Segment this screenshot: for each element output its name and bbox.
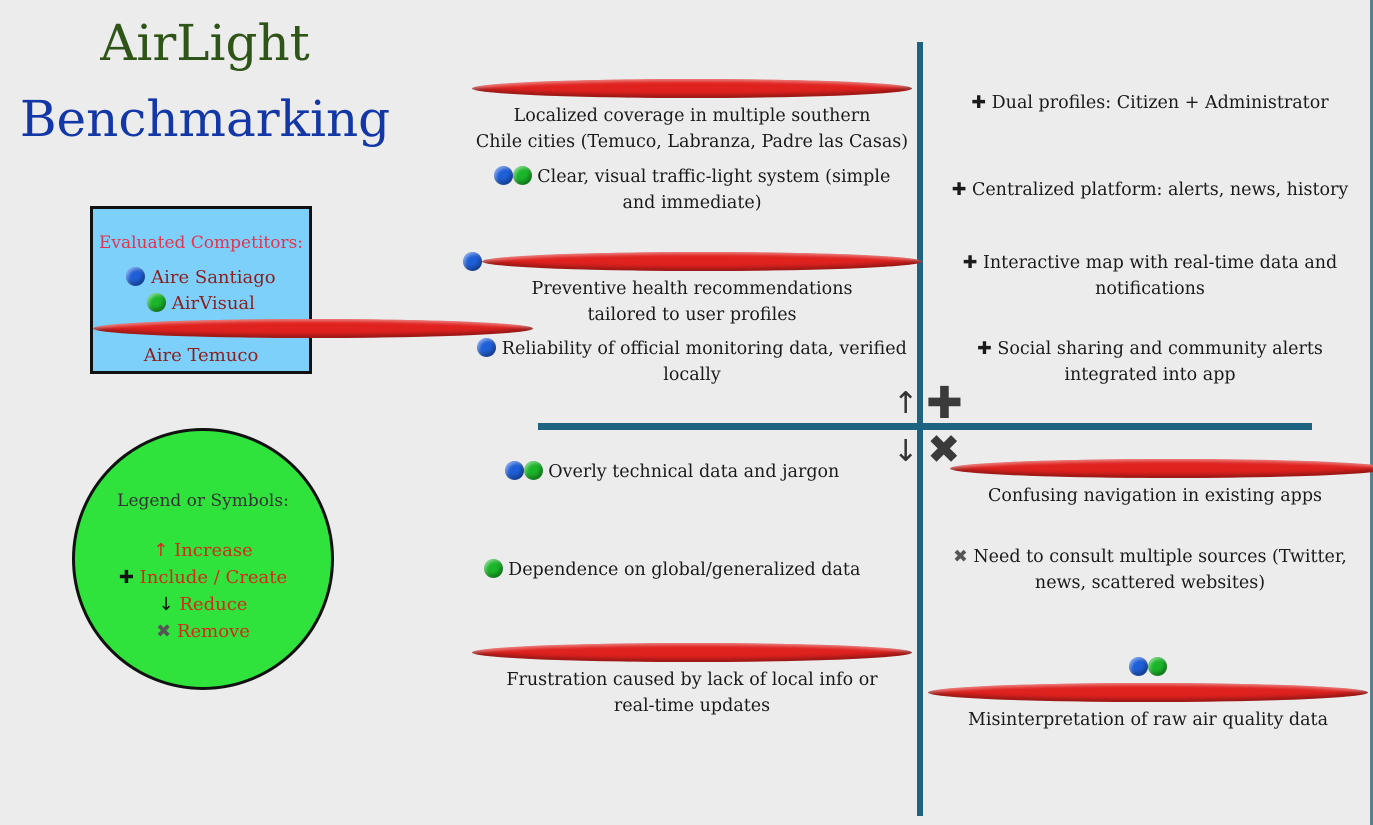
raise-item-localized-coverage: Localized coverage in multiple southern … — [462, 77, 922, 155]
red-dot-icon — [481, 252, 922, 271]
blue-dot-icon — [477, 338, 497, 357]
legend-circle: Legend or Symbols: ↑ Increase ✚ Include … — [72, 428, 334, 690]
plus-icon: ✚ — [118, 567, 134, 588]
competitor-airvisual: AirVisual — [93, 291, 309, 317]
plus-icon: ✚ — [962, 253, 978, 273]
plus-icon: ✚ — [971, 93, 987, 113]
raise-item-reliability: Reliability of official monitoring data,… — [462, 336, 922, 388]
eliminate-item-multiple-sources: ✖ Need to consult multiple sources (Twit… — [953, 547, 1347, 593]
green-dot-icon — [483, 559, 503, 578]
reduce-item-frustration: Frustration caused by lack of local info… — [462, 641, 922, 719]
competitors-box: Evaluated Competitors: Aire Santiago Air… — [90, 206, 533, 374]
create-item-interactive-map: ✚ Interactive map with real-time data an… — [962, 253, 1338, 299]
legend-include: ✚ Include / Create — [118, 567, 288, 588]
legend-reduce: ↓ Reduce — [158, 594, 248, 615]
blue-dot-icon — [504, 461, 524, 480]
arrow-up-icon: ↑ — [153, 540, 169, 561]
reduce-item-global-data: Dependence on global/generalized data — [462, 557, 882, 583]
right-border — [1370, 0, 1373, 825]
plus-icon: ✚ — [977, 339, 992, 359]
competitor-aire-santiago: Aire Santiago — [93, 265, 309, 291]
arrow-up-icon: ↑ — [893, 386, 919, 421]
green-dot-icon — [512, 166, 532, 185]
eliminate-item-navigation: Confusing navigation in existing apps — [950, 457, 1373, 509]
plus-icon: ✚ — [951, 180, 967, 200]
blue-dot-icon — [126, 267, 146, 286]
legend-remove: ✖ Remove — [156, 621, 250, 642]
title-airlight: AirLight — [100, 14, 310, 72]
blue-dot-icon — [462, 252, 482, 271]
cross-icon: ✖ — [156, 621, 172, 642]
blue-dot-icon — [493, 166, 513, 185]
eliminate-item-misinterpretation: Misinterpretation of raw air quality dat… — [926, 655, 1370, 733]
arrow-down-icon: ↓ — [893, 434, 919, 469]
create-item-dual-profiles: ✚ Dual profiles: Citizen + Administrator — [971, 93, 1329, 113]
blue-dot-icon — [1129, 657, 1148, 676]
red-dot-icon — [93, 319, 533, 338]
red-dot-icon — [472, 79, 912, 98]
red-dot-icon — [950, 459, 1373, 478]
cross-icon: ✖ — [953, 547, 968, 567]
green-dot-icon — [147, 293, 167, 312]
reduce-item-technical-data: Overly technical data and jargon — [462, 459, 882, 485]
red-dot-icon — [928, 683, 1368, 702]
raise-item-traffic-light: Clear, visual traffic-light system (simp… — [462, 164, 922, 216]
create-item-social-sharing: ✚ Social sharing and community alerts in… — [977, 339, 1323, 385]
plus-icon: ✚ — [926, 378, 963, 429]
green-dot-icon — [523, 461, 543, 480]
arrow-down-icon: ↓ — [158, 594, 174, 615]
horizontal-axis — [538, 423, 1312, 430]
title-benchmarking: Benchmarking — [19, 90, 391, 148]
legend-increase: ↑ Increase — [153, 540, 253, 561]
legend-heading: Legend or Symbols: — [117, 491, 289, 511]
competitor-aire-temuco: Aire Temuco — [93, 317, 533, 369]
create-item-centralized-platform: ✚ Centralized platform: alerts, news, hi… — [951, 180, 1349, 200]
raise-item-health-recommendations: Preventive health recommendations tailor… — [462, 250, 922, 328]
green-dot-icon — [1148, 657, 1167, 676]
red-dot-icon — [472, 643, 912, 662]
cross-icon: ✖ — [927, 427, 961, 473]
competitors-heading: Evaluated Competitors: — [98, 233, 304, 253]
